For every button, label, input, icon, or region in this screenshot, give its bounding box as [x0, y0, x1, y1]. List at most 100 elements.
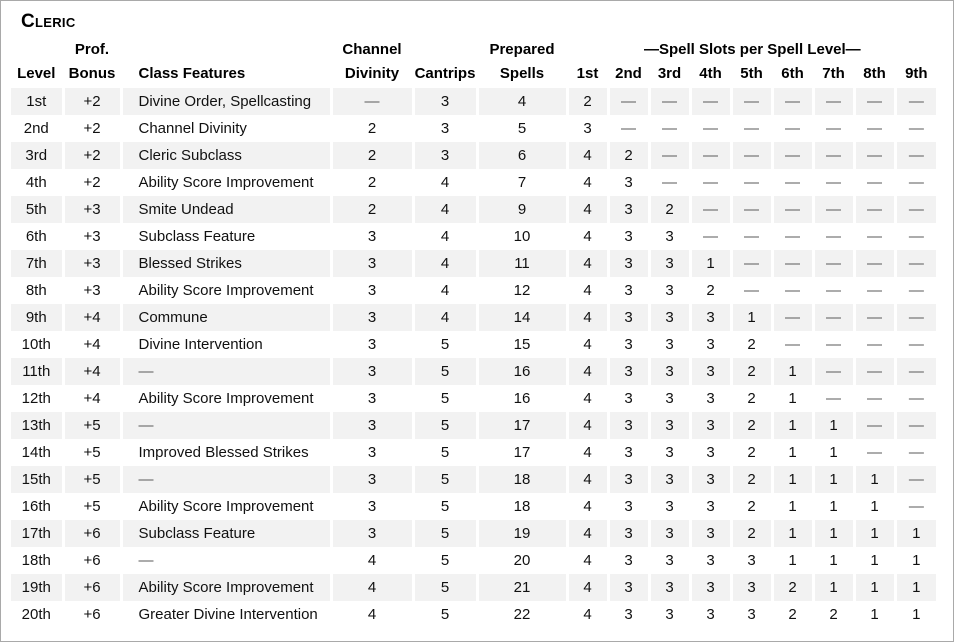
- cell-slot-3: 3: [647, 304, 690, 331]
- cell-slot-5: 2: [729, 358, 772, 385]
- cell-slot-5: 3: [729, 574, 772, 601]
- cell-slot-9: —: [893, 466, 937, 493]
- cell-slot-1: 4: [565, 385, 608, 412]
- column-header-channel-line1: Channel: [329, 38, 413, 60]
- cell-slot-8: —: [852, 250, 895, 277]
- column-header-prepared-line1: Prepared: [475, 38, 567, 60]
- cell-prepared-spells: 18: [475, 466, 567, 493]
- cell-slot-8: —: [852, 331, 895, 358]
- cell-slot-6: —: [770, 331, 813, 358]
- cell-prof-bonus: +3: [61, 277, 121, 304]
- cell-slot-3: 3: [647, 547, 690, 574]
- cell-slot-8: —: [852, 385, 895, 412]
- table-row: 20th +6 Greater Divine Intervention 4 5 22 4 3 3…: [11, 601, 937, 628]
- cell-slot-1: 4: [565, 358, 608, 385]
- cell-slot-9: —: [893, 169, 937, 196]
- cell-slot-1: 4: [565, 601, 608, 628]
- column-header-slot-1st: 1st: [565, 60, 608, 88]
- cell-slot-9: —: [893, 412, 937, 439]
- cell-slot-9: —: [893, 385, 937, 412]
- cell-slot-2: 3: [606, 601, 649, 628]
- cell-level: 19th: [11, 574, 63, 601]
- cell-slot-5: 2: [729, 412, 772, 439]
- cell-slot-3: 3: [647, 439, 690, 466]
- cell-slot-4: —: [688, 196, 731, 223]
- header-row-top: Prof. Channel Prepared —Spell Slots per …: [11, 38, 937, 60]
- cell-slot-8: —: [852, 223, 895, 250]
- header-spacer: [11, 38, 63, 60]
- cell-prof-bonus: +5: [61, 493, 121, 520]
- column-header-slot-9th: 9th: [893, 60, 937, 88]
- cell-cantrips: 3: [411, 88, 477, 115]
- cell-slot-1: 4: [565, 169, 608, 196]
- cell-slot-1: 4: [565, 466, 608, 493]
- cell-slot-1: 4: [565, 142, 608, 169]
- table-row: 10th +4 Divine Intervention 3 5 15 4 3 3 3 2— — — —: [11, 331, 937, 358]
- cell-slot-1: 4: [565, 250, 608, 277]
- cell-level: 9th: [11, 304, 63, 331]
- cell-slot-3: 3: [647, 412, 690, 439]
- cell-slot-7: 2: [811, 601, 854, 628]
- cell-level: 13th: [11, 412, 63, 439]
- cell-channel-divinity: 2: [329, 142, 413, 169]
- cell-level: 2nd: [23, 120, 49, 137]
- cell-prepared-spells: 5: [475, 115, 567, 142]
- table-row: 1st +2 Divine Order, Spellcasting —3 4 2— — — — —…: [11, 88, 937, 115]
- table-header: Prof. Channel Prepared —Spell Slots per …: [11, 38, 937, 88]
- cell-slot-7: —: [811, 142, 854, 169]
- cell-channel-divinity: 3: [329, 412, 413, 439]
- cell-cantrips: 5: [411, 493, 477, 520]
- table-row: 18th +6—4 5 20 4 3 3 3 3 1 1 1 1: [11, 547, 937, 574]
- cell-cantrips: 5: [411, 466, 477, 493]
- cell-slot-2: 3: [606, 574, 649, 601]
- cell-cantrips: 5: [411, 331, 477, 358]
- cell-slot-1: 4: [565, 547, 608, 574]
- cell-cantrips: 5: [411, 601, 477, 628]
- cell-slot-1: 4: [565, 439, 608, 466]
- cell-prof-bonus: +4: [61, 331, 121, 358]
- cell-channel-divinity: 3: [329, 520, 413, 547]
- cell-prof-bonus: +2: [61, 115, 121, 142]
- cell-slot-9: 1: [893, 601, 937, 628]
- cell-slot-4: 3: [688, 601, 731, 628]
- cell-prepared-spells: 16: [475, 358, 567, 385]
- cell-slot-6: —: [770, 115, 813, 142]
- cell-class-features: Ability Score Improvement: [119, 493, 331, 520]
- column-header-slot-2nd: 2nd: [606, 60, 649, 88]
- cell-slot-8: 1: [852, 574, 895, 601]
- cell-prof-bonus: +3: [61, 250, 121, 277]
- cell-slot-8: —: [852, 196, 895, 223]
- cell-slot-5: —: [729, 169, 772, 196]
- cell-slot-9: 1: [893, 520, 937, 547]
- cell-prof-bonus: +3: [61, 223, 121, 250]
- column-header-prof-line2: Bonus: [61, 60, 121, 88]
- cell-channel-divinity: 3: [329, 331, 413, 358]
- cell-slot-2: 3: [606, 196, 649, 223]
- cell-slot-8: —: [852, 304, 895, 331]
- column-header-slot-6th: 6th: [770, 60, 813, 88]
- cell-class-features: Subclass Feature: [119, 223, 331, 250]
- cell-slot-6: 2: [770, 574, 813, 601]
- cleric-class-table: Prof. Channel Prepared —Spell Slots per …: [11, 38, 937, 628]
- cell-prepared-spells: 9: [475, 196, 567, 223]
- cell-slot-6: 1: [770, 493, 813, 520]
- header-row-bottom: Level Bonus Class Features Divinity Cant…: [11, 60, 937, 88]
- cell-prepared-spells: 7: [475, 169, 567, 196]
- cell-slot-9: —: [893, 250, 937, 277]
- cell-slot-9: —: [893, 493, 937, 520]
- table-row: 9th +4 Commune 3 4 14 4 3 3 3 1— — — —: [11, 304, 937, 331]
- cell-cantrips: 4: [411, 196, 477, 223]
- cell-channel-divinity: 2: [329, 115, 413, 142]
- cell-slot-9: 1: [893, 547, 937, 574]
- cell-slot-1: 4: [565, 304, 608, 331]
- cell-slot-7: 1: [811, 466, 854, 493]
- cell-class-features: Subclass Feature: [119, 520, 331, 547]
- cell-slot-7: 1: [811, 412, 854, 439]
- table-row: 11th +4—3 5 16 4 3 3 3 2 1— — —: [11, 358, 937, 385]
- cell-slot-8: —: [852, 439, 895, 466]
- column-header-channel-line2: Divinity: [329, 60, 413, 88]
- cell-slot-4: 3: [688, 547, 731, 574]
- cell-class-features: —: [119, 466, 331, 493]
- column-header-level: Level: [17, 65, 56, 82]
